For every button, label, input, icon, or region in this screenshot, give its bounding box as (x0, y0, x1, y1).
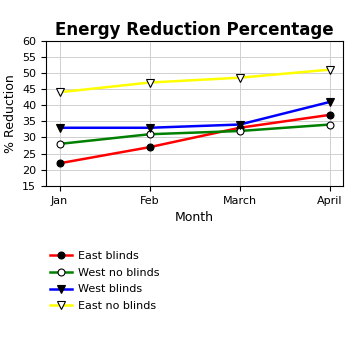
Legend: East blinds, West no blinds, West blinds, East no blinds: East blinds, West no blinds, West blinds… (46, 247, 164, 316)
Y-axis label: % Reduction: % Reduction (4, 74, 17, 152)
X-axis label: Month: Month (175, 211, 214, 224)
Title: Energy Reduction Percentage: Energy Reduction Percentage (55, 21, 334, 39)
